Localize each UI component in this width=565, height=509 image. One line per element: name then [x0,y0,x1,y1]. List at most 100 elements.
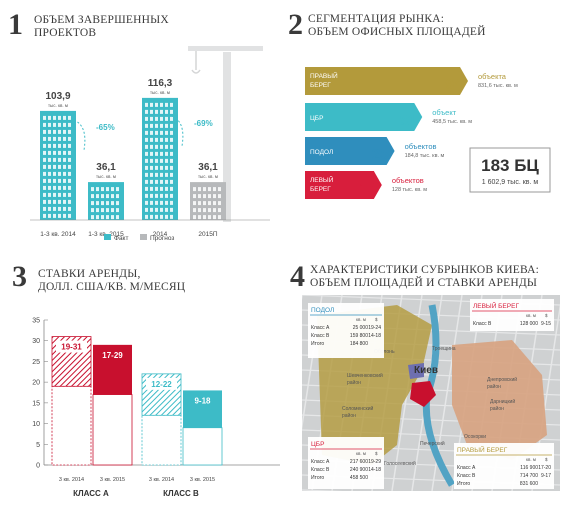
range-label: 9-18 [194,396,211,405]
bar-value-label: 36,1 [198,162,218,173]
table-cell: 184 800 [350,341,368,347]
range-label: 12-22 [151,380,172,389]
range-label: 19-31 [61,343,82,352]
table-cell: 19-29 [368,459,381,465]
y-tick-label: 35 [32,318,40,325]
table-cell: Итого [457,481,470,487]
segment-count-label: объекта [478,72,507,81]
table-title: ЛЕВЫЙ БЕРЕГ [473,301,519,310]
table-title: ЦБР [311,441,324,448]
table-cell: 831 600 [520,481,538,487]
y-tick-label: 20 [32,380,40,387]
rate-bar-3 [141,373,182,466]
stats-table: ЛЕВЫЙ БЕРЕГ кв. м $ Класс B 128 000 9-15 [470,299,554,331]
panel-3-number: 3 [12,260,27,293]
table-head: $ [375,317,378,322]
y-tick-label: 0 [36,463,40,470]
legend-forecast-swatch [140,234,147,240]
table-head: кв. м [526,313,536,318]
panel-3-title: СТАВКИ АРЕНДЫ, ДОЛЛ. США/КВ. М/МЕСЯЦ [38,268,186,293]
table-head: $ [375,451,378,456]
period-label: 3 кв. 2014 [149,477,174,483]
district-label: Соломенский [342,405,373,412]
segment-name: ПОДОЛ [310,149,333,156]
range-label: 17-29 [102,351,123,360]
period-label: 3 кв. 2014 [59,477,84,483]
district-label: район [342,412,356,419]
bar-value-label: 103,9 [45,91,70,102]
table-head: кв. м [526,457,536,462]
table-cell: 159 800 [350,333,368,339]
city-label: Киев [414,365,438,376]
panel-4-title: ХАРАКТЕРИСТИКИ СУБРЫНКОВ КИЕВА: ОБЪЕМ ПЛ… [310,264,539,289]
table-cell: Класс A [311,325,330,331]
segment-count-label: объектов [405,142,437,151]
table-cell: 19-24 [368,325,381,331]
segment-count: 94 [445,76,462,93]
stats-table: ПРАВЫЙ БЕРЕГ кв. м $ Класс A 116 900 17-20 Кла… [454,443,554,489]
cbd-region [410,381,436,407]
segment-count-label: объект [432,108,456,117]
table-head: $ [545,313,548,318]
district-label: Шевченковский [347,372,383,379]
bar-2 [88,182,124,220]
rate-bar-4 [182,390,223,466]
bar-4 [190,182,226,220]
table-cell: 9-15 [541,321,551,327]
panel-3-chart: 0 5 10 15 20 25 30 35 19-31 3 кв. 2014 17-29 3 кв. … [32,318,280,498]
period-label: 3 кв. 2015 [100,477,125,483]
rate-bar-2 [92,344,133,466]
table-cell: Класс B [457,473,476,479]
y-tick-label: 15 [32,400,40,407]
bar-value-label: 36,1 [96,162,116,173]
segment-area: 458,5 тыс. кв. м [432,119,472,125]
y-tick-label: 10 [32,421,40,428]
table-cell: 116 900 [520,465,538,471]
table-cell: 458 500 [350,475,368,481]
table-head: кв. м [356,317,366,322]
segment-bar-2: ЦБР [305,103,423,131]
district-label: район [347,379,361,386]
segment-area: 184,8 тыс. кв. м [405,153,445,159]
table-cell: 14-18 [368,467,381,473]
table-head: $ [545,457,548,462]
segment-name: ЦБР [310,115,323,122]
segment-area: 831,6 тыс. кв. м [478,83,518,89]
panel-2-title: СЕГМЕНТАЦИЯ РЫНКА: ОБЪЕМ ОФИСНЫХ ПЛОЩАДЕ… [308,13,486,38]
segment-count: 51 [400,112,417,129]
table-cell: Класс B [311,467,330,473]
left-bank-region [452,340,547,460]
change-label: -69% [194,119,213,128]
bar-unit-label: тыс. кв. м [96,174,116,179]
panel-4-map: КиевОболоньШевченковскийрайонСоломенский… [302,295,560,491]
legend-fact-swatch [104,234,111,240]
district-label: Троещина [432,346,456,352]
district-label: Печерский [420,440,445,447]
district-label: Оболонь [374,349,395,355]
panel-4-number: 4 [290,260,305,293]
segment-name: БЕРЕГ [310,186,331,193]
y-tick-label: 30 [32,338,40,345]
segment-name: БЕРЕГ [310,82,331,89]
period-label: 3 кв. 2015 [190,477,215,483]
bar-1 [40,110,76,220]
table-cell: 240 900 [350,467,368,473]
district-label: Дарницкий [490,398,515,405]
table-cell: 9-17 [541,473,551,479]
segment-bar-3: ПОДОЛ [305,137,395,165]
total-box: 183 БЦ 1 602,9 тыс. кв. м [469,147,551,193]
district-label: Осокорки [464,434,486,440]
stats-table: ПОДОЛ кв. м $ Класс A 25 000 19-24 Класс B 159 … [308,303,384,358]
segment-bar-4: ЛЕВЫЙ БЕРЕГ [305,171,382,199]
bar-unit-label: тыс. кв. м [48,103,68,108]
panel-2-number: 2 [288,8,303,41]
table-cell: Класс B [473,321,492,327]
group-label-a: КЛАСС А [73,489,109,498]
bar-unit-label: тыс. кв. м [150,90,170,95]
table-cell: 714 700 [520,473,538,479]
table-title: ПРАВЫЙ БЕРЕГ [457,445,508,454]
segment-area: 128 тыс. кв. м [392,187,427,193]
segment-name: ПРАВЫЙ [310,71,338,80]
district-label: район [490,405,504,412]
